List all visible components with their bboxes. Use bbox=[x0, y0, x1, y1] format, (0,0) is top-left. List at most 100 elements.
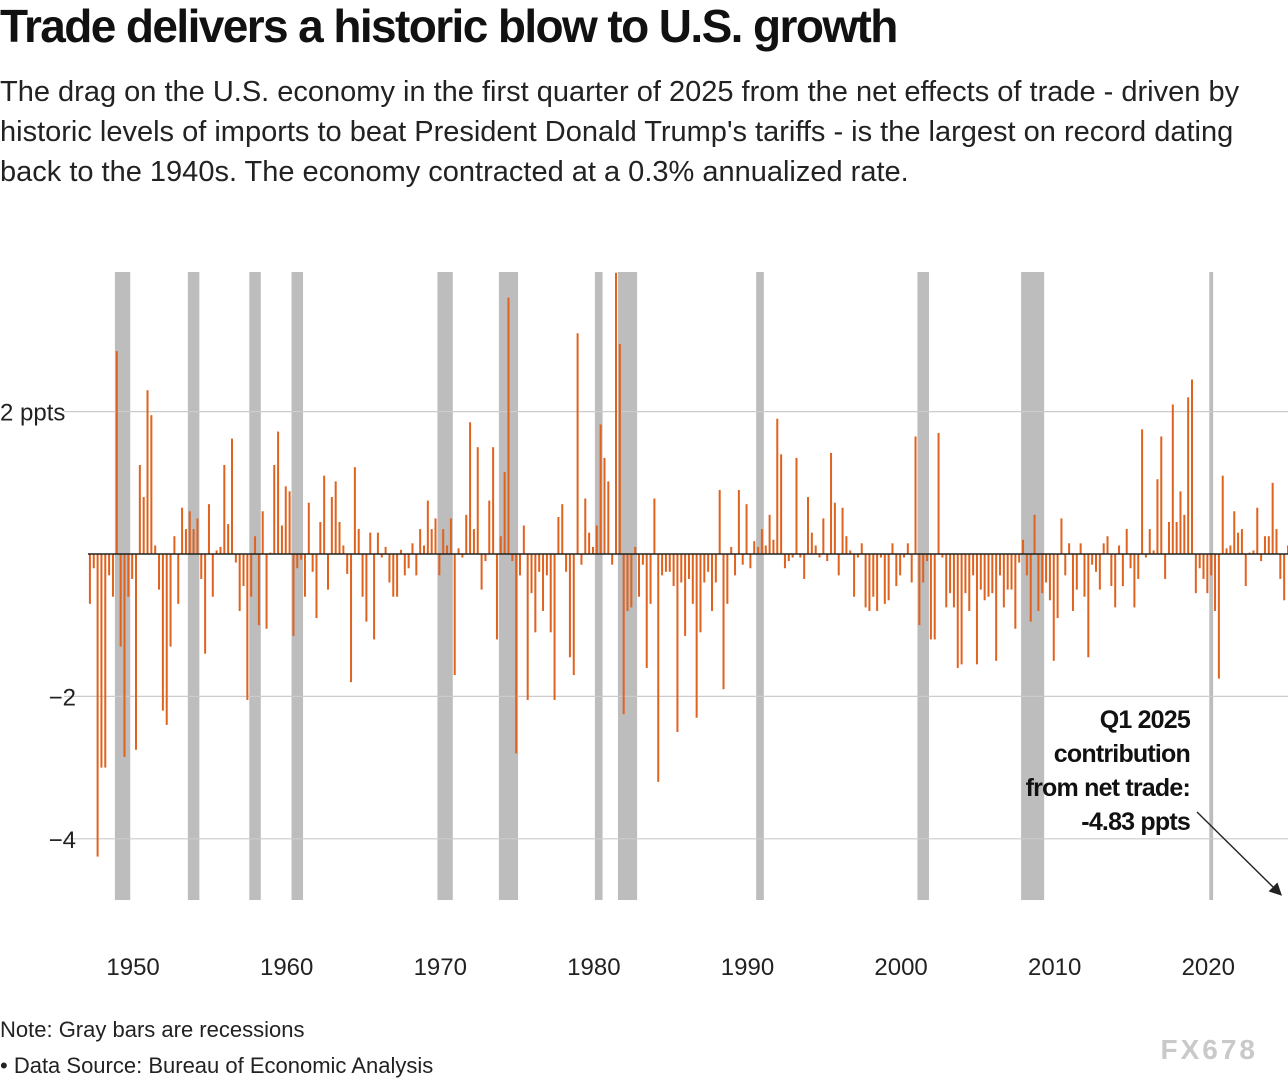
recession-band bbox=[114, 272, 131, 900]
data-bar bbox=[173, 536, 176, 554]
data-bar bbox=[242, 554, 245, 587]
data-bar bbox=[764, 545, 767, 554]
data-bar bbox=[92, 554, 95, 569]
data-bar bbox=[1048, 554, 1051, 601]
data-bar bbox=[914, 436, 917, 554]
data-bar bbox=[1275, 529, 1278, 554]
data-bar bbox=[903, 554, 905, 558]
data-bar bbox=[346, 554, 349, 574]
data-bar bbox=[649, 554, 652, 604]
data-bar bbox=[1125, 529, 1128, 554]
recession-band bbox=[437, 272, 453, 900]
data-bar bbox=[1033, 514, 1036, 554]
data-bar bbox=[165, 554, 168, 725]
data-bar bbox=[231, 438, 233, 554]
data-bar bbox=[357, 529, 360, 554]
data-bar bbox=[787, 554, 790, 562]
data-bar bbox=[465, 514, 468, 554]
data-bar bbox=[572, 554, 575, 676]
data-bar bbox=[1079, 543, 1082, 554]
y-tick-label: −2 bbox=[49, 684, 76, 711]
data-bar bbox=[545, 554, 548, 576]
data-bar bbox=[830, 452, 833, 554]
data-bar bbox=[135, 554, 137, 750]
data-bar bbox=[860, 543, 863, 554]
data-bar bbox=[929, 554, 932, 640]
data-bar bbox=[807, 497, 809, 554]
data-bar bbox=[845, 536, 848, 554]
data-bar bbox=[96, 554, 99, 857]
data-bar bbox=[1206, 554, 1209, 594]
data-bar bbox=[238, 554, 241, 611]
data-bar bbox=[991, 554, 994, 594]
data-bar bbox=[257, 554, 260, 626]
data-bar bbox=[960, 554, 963, 665]
data-bar bbox=[1229, 545, 1232, 554]
data-bar bbox=[879, 554, 882, 558]
data-bar bbox=[726, 554, 729, 604]
data-bar bbox=[591, 546, 594, 554]
data-bar bbox=[1148, 529, 1151, 554]
data-bar bbox=[1183, 514, 1186, 554]
data-bar bbox=[449, 518, 452, 554]
data-bar bbox=[922, 554, 925, 583]
data-bar bbox=[672, 554, 675, 587]
data-bar bbox=[687, 554, 690, 579]
recession-band bbox=[1021, 272, 1045, 900]
data-bar bbox=[211, 554, 214, 597]
data-bar bbox=[177, 554, 180, 604]
data-bar bbox=[376, 532, 379, 554]
data-bar bbox=[250, 554, 253, 597]
data-bar bbox=[542, 554, 545, 611]
data-bar bbox=[1191, 379, 1193, 554]
recession-band bbox=[187, 272, 200, 900]
x-tick-label: 2000 bbox=[874, 954, 927, 981]
data-bar bbox=[1221, 475, 1224, 554]
y-axis-ticks: 2 ppts −2 −4 bbox=[0, 400, 76, 854]
data-bar bbox=[899, 554, 902, 576]
data-bar bbox=[142, 497, 145, 554]
data-bar bbox=[411, 543, 414, 554]
data-bar bbox=[588, 532, 591, 554]
data-bar bbox=[158, 554, 161, 590]
data-bar bbox=[837, 554, 840, 576]
data-bar bbox=[791, 554, 794, 558]
annotation-line: contribution bbox=[1054, 740, 1190, 768]
recession-band bbox=[498, 272, 519, 900]
data-bar bbox=[1152, 550, 1155, 554]
data-bar bbox=[810, 532, 813, 554]
data-bar bbox=[461, 554, 464, 558]
data-bar bbox=[933, 554, 936, 640]
data-bar bbox=[1060, 518, 1063, 554]
data-bar bbox=[883, 554, 886, 604]
data-bar bbox=[373, 554, 376, 640]
data-bar bbox=[622, 554, 625, 715]
data-bar bbox=[273, 465, 276, 554]
data-bar bbox=[361, 554, 364, 597]
data-bar bbox=[1179, 491, 1182, 554]
data-bar bbox=[123, 554, 126, 757]
recession-band bbox=[249, 272, 261, 900]
data-bar bbox=[1160, 436, 1163, 554]
data-bar bbox=[1014, 554, 1017, 629]
data-bar bbox=[1240, 529, 1243, 554]
data-bar bbox=[146, 390, 149, 554]
data-bar bbox=[538, 554, 541, 572]
data-bar bbox=[968, 554, 971, 611]
data-bar bbox=[856, 554, 859, 558]
data-bar bbox=[334, 481, 337, 554]
data-bar bbox=[1225, 548, 1228, 554]
data-bar bbox=[138, 465, 141, 554]
recession-band bbox=[917, 272, 929, 900]
data-bar bbox=[595, 525, 598, 554]
data-bar bbox=[603, 457, 606, 554]
data-bar bbox=[1071, 554, 1074, 611]
data-bar bbox=[430, 529, 433, 554]
data-bar bbox=[680, 554, 683, 583]
data-bar bbox=[1214, 554, 1217, 611]
data-bar bbox=[419, 529, 422, 554]
data-bar bbox=[515, 554, 518, 754]
data-bar bbox=[1164, 554, 1167, 579]
data-bar bbox=[926, 554, 929, 562]
data-bar bbox=[277, 431, 280, 554]
